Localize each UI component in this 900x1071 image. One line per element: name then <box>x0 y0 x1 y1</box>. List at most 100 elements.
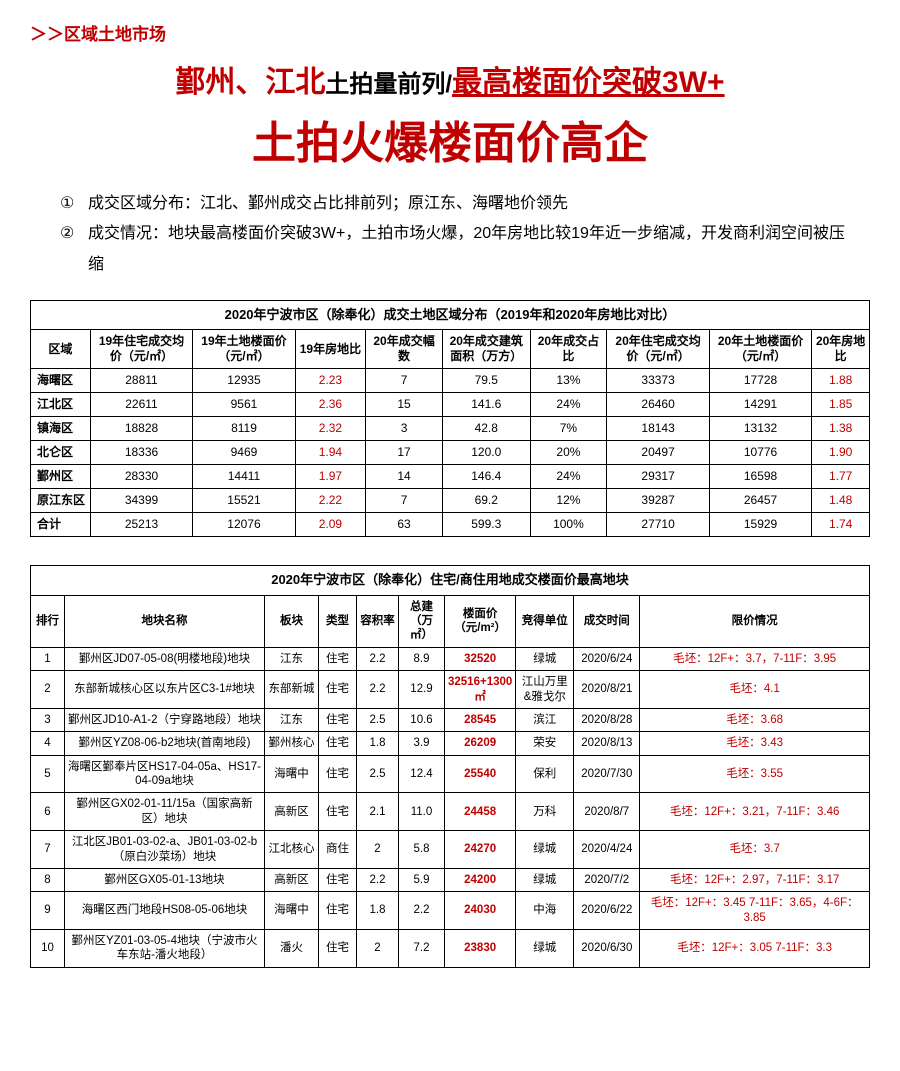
cell: 绿城 <box>516 868 574 891</box>
cell: 住宅 <box>319 671 357 709</box>
cell: 12.4 <box>399 755 445 793</box>
th: 竞得单位 <box>516 595 574 647</box>
cell-price: 32516+1300㎡ <box>445 671 516 709</box>
cell: 绿城 <box>516 647 574 670</box>
cell: 江东 <box>265 708 319 731</box>
table-row: 10鄞州区YZ01-03-05-4地块（宁波市火车东站-潘火地段）潘火住宅27.… <box>31 930 870 968</box>
cell: 18336 <box>90 441 192 465</box>
cell-rank: 7 <box>31 831 65 869</box>
subtitle-part1: 鄞州、江北 <box>175 66 325 99</box>
bullet-text-2: 成交情况：地块最高楼面价突破3W+，土拍市场火爆，20年房地比较19年近一步缩减… <box>88 219 850 280</box>
cell: 江山万里&雅戈尔 <box>516 671 574 709</box>
cell: 12% <box>530 489 607 513</box>
cell: 住宅 <box>319 930 357 968</box>
cell-price: 24200 <box>445 868 516 891</box>
cell-rank: 1 <box>31 647 65 670</box>
th: 19年土地楼面价（元/㎡） <box>193 330 295 369</box>
cell: 海曙中 <box>265 892 319 930</box>
table-row: 1鄞州区JD07-05-08(明楼地段)地块江东住宅2.28.932520绿城2… <box>31 647 870 670</box>
cell: 15521 <box>193 489 295 513</box>
table-row: 海曙区28811129352.23779.513%33373177281.88 <box>31 369 870 393</box>
th: 楼面价（元/m²） <box>445 595 516 647</box>
cell: 2 <box>357 930 399 968</box>
cell: 2020/8/13 <box>574 732 640 755</box>
cell: 7 <box>366 489 443 513</box>
cell-price: 24458 <box>445 793 516 831</box>
cell: 146.4 <box>442 465 530 489</box>
cell-plotname: 海曙区鄞奉片区HS17-04-05a、HS17-04-09a地块 <box>65 755 265 793</box>
cell: 9469 <box>193 441 295 465</box>
th: 地块名称 <box>65 595 265 647</box>
cell: 69.2 <box>442 489 530 513</box>
subtitle-part3: 最高楼面价突破3W+ <box>452 66 725 99</box>
cell-rank: 2 <box>31 671 65 709</box>
cell: 34399 <box>90 489 192 513</box>
table1-caption: 2020年宁波市区（除奉化）成交土地区域分布（2019年和2020年房地比对比） <box>31 301 870 330</box>
cell: 2.2 <box>399 892 445 930</box>
cell-plotname: 鄞州区JD07-05-08(明楼地段)地块 <box>65 647 265 670</box>
bullet-list: ① 成交区域分布：江北、鄞州成交占比排前列；原江东、海曙地价领先 ② 成交情况：… <box>30 189 870 280</box>
cell: 12076 <box>193 513 295 537</box>
bullet-num-2: ② <box>60 219 88 280</box>
table-row: 8鄞州区GX05-01-13地块高新区住宅2.25.924200绿城2020/7… <box>31 868 870 891</box>
cell: 高新区 <box>265 793 319 831</box>
cell: 7 <box>366 369 443 393</box>
cell-price: 24030 <box>445 892 516 930</box>
th: 19年房地比 <box>295 330 365 369</box>
cell: 7.2 <box>399 930 445 968</box>
th: 20年成交占比 <box>530 330 607 369</box>
th: 总建（万㎡） <box>399 595 445 647</box>
cell-area: 江北区 <box>31 393 91 417</box>
cell-ratio19: 1.97 <box>295 465 365 489</box>
cell: 24% <box>530 465 607 489</box>
cell-ratio19: 2.32 <box>295 417 365 441</box>
cell: 绿城 <box>516 930 574 968</box>
cell: 5.9 <box>399 868 445 891</box>
th: 20年成交建筑面积（万方） <box>442 330 530 369</box>
cell-price: 26209 <box>445 732 516 755</box>
cell-rank: 8 <box>31 868 65 891</box>
cell: 2020/6/30 <box>574 930 640 968</box>
cell-ratio20: 1.77 <box>812 465 870 489</box>
cell: 14 <box>366 465 443 489</box>
cell: 18143 <box>607 417 709 441</box>
th: 20年土地楼面价（元/㎡） <box>709 330 811 369</box>
table-row: 4鄞州区YZ08-06-b2地块(首南地段)鄞州核心住宅1.83.926209荣… <box>31 732 870 755</box>
main-title: 土拍火爆楼面价高企 <box>30 107 870 171</box>
th: 19年住宅成交均价（元/㎡） <box>90 330 192 369</box>
table-row: 3鄞州区JD10-A1-2（宁穿路地段）地块江东住宅2.510.628545滨江… <box>31 708 870 731</box>
cell: 14291 <box>709 393 811 417</box>
cell-area: 合计 <box>31 513 91 537</box>
cell: 住宅 <box>319 892 357 930</box>
th: 成交时间 <box>574 595 640 647</box>
table-row: 鄞州区28330144111.9714146.424%29317165981.7… <box>31 465 870 489</box>
cell: 住宅 <box>319 732 357 755</box>
table-region-compare: 2020年宁波市区（除奉化）成交土地区域分布（2019年和2020年房地比对比）… <box>30 300 870 537</box>
cell: 3.9 <box>399 732 445 755</box>
cell: 10.6 <box>399 708 445 731</box>
cell: 11.0 <box>399 793 445 831</box>
cell: 24% <box>530 393 607 417</box>
cell: 79.5 <box>442 369 530 393</box>
cell-ratio20: 1.74 <box>812 513 870 537</box>
cell: 1.8 <box>357 892 399 930</box>
cell: 商住 <box>319 831 357 869</box>
cell-plotname: 鄞州区GX05-01-13地块 <box>65 868 265 891</box>
cell: 高新区 <box>265 868 319 891</box>
cell-limit: 毛坯：12F+：2.97，7-11F：3.17 <box>640 868 870 891</box>
cell-ratio20: 1.85 <box>812 393 870 417</box>
cell: 荣安 <box>516 732 574 755</box>
cell: 12935 <box>193 369 295 393</box>
table-top-plots: 2020年宁波市区（除奉化）住宅/商住用地成交楼面价最高地块 排行 地块名称 板… <box>30 565 870 967</box>
cell: 28330 <box>90 465 192 489</box>
th: 20年房地比 <box>812 330 870 369</box>
table-row: 6鄞州区GX02-01-11/15a（国家高新区）地块高新区住宅2.111.02… <box>31 793 870 831</box>
cell: 鄞州核心 <box>265 732 319 755</box>
cell: 8119 <box>193 417 295 441</box>
bullet-num-1: ① <box>60 189 88 219</box>
table1-header-row: 区域 19年住宅成交均价（元/㎡） 19年土地楼面价（元/㎡） 19年房地比 2… <box>31 330 870 369</box>
cell: 2020/8/28 <box>574 708 640 731</box>
cell: 万科 <box>516 793 574 831</box>
cell-limit: 毛坯：12F+：3.05 7-11F：3.3 <box>640 930 870 968</box>
cell: 20497 <box>607 441 709 465</box>
